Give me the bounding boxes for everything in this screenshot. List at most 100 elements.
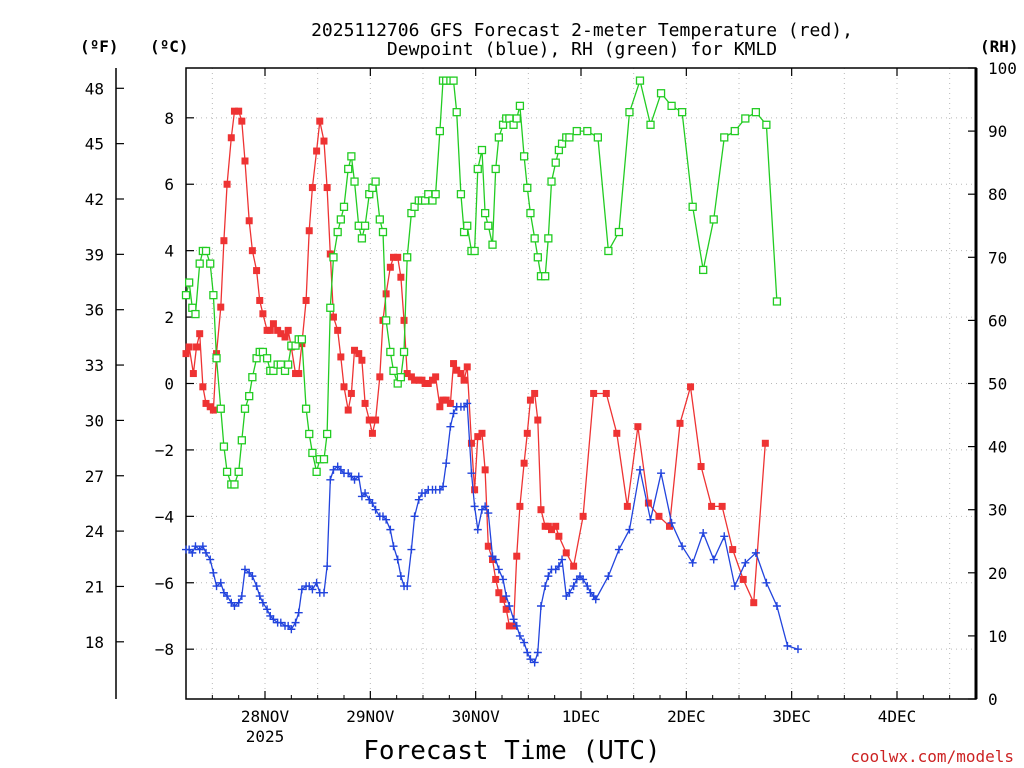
data-point: [189, 370, 197, 378]
data-point: [217, 303, 225, 311]
data-point: [411, 376, 419, 384]
data-point: [625, 525, 634, 534]
data-point: [371, 505, 380, 514]
fahrenheit-tick-label: 21: [85, 577, 104, 596]
data-point: [238, 117, 246, 125]
celsius-tick-label: −4: [155, 507, 174, 526]
data-point: [499, 595, 507, 603]
data-point: [403, 582, 412, 591]
fahrenheit-tick-label: 33: [85, 356, 104, 375]
data-point: [505, 622, 513, 630]
data-point: [512, 621, 521, 630]
data-point: [457, 370, 465, 378]
data-point: [530, 658, 539, 667]
data-point: [590, 389, 598, 397]
data-point: [635, 465, 644, 474]
data-point: [519, 152, 529, 161]
celsius-tick-label: 2: [164, 308, 174, 327]
data-point: [344, 164, 353, 174]
data-point: [750, 599, 758, 607]
data-point: [382, 290, 390, 298]
data-point: [463, 363, 471, 371]
data-point: [708, 502, 716, 510]
data-point: [558, 555, 567, 564]
x-axis-label: Forecast Time (UTC): [363, 736, 660, 766]
data-point: [263, 605, 272, 614]
data-point: [762, 120, 771, 129]
data-point: [258, 347, 268, 357]
data-point: [245, 217, 253, 225]
data-point: [376, 373, 384, 381]
data-point: [397, 273, 405, 281]
data-point: [202, 399, 210, 407]
data-point: [198, 542, 207, 551]
data-point: [259, 310, 267, 318]
data-point: [477, 145, 487, 155]
data-point: [357, 234, 367, 243]
data-point: [386, 525, 395, 534]
data-point: [386, 263, 394, 271]
data-point: [375, 215, 384, 224]
data-point: [389, 366, 398, 376]
rh-tick-label: 70: [988, 248, 1007, 267]
data-point: [281, 333, 289, 341]
data-point: [526, 396, 534, 404]
rh-tick-label: 30: [988, 501, 1007, 520]
data-point: [269, 615, 278, 624]
data-point: [240, 565, 249, 574]
data-point: [644, 499, 652, 507]
data-point: [534, 416, 542, 424]
data-point: [230, 480, 239, 489]
data-point: [678, 542, 687, 551]
data-point: [442, 396, 450, 404]
data-point: [365, 416, 373, 424]
data-point: [720, 133, 729, 142]
data-point: [322, 429, 332, 439]
data-point: [361, 399, 369, 407]
celsius-tick-label: 6: [164, 175, 174, 194]
data-point: [772, 602, 781, 611]
data-point: [656, 89, 666, 98]
data-point: [544, 572, 553, 581]
data-point: [783, 641, 792, 650]
data-point: [646, 120, 655, 129]
data-point: [699, 265, 708, 275]
data-point: [334, 326, 342, 334]
data-point: [329, 465, 338, 474]
data-point: [403, 370, 411, 378]
data-point: [222, 467, 232, 476]
data-point: [182, 350, 190, 358]
data-point: [219, 442, 229, 451]
data-point: [305, 429, 314, 439]
fahrenheit-tick-label: 39: [85, 245, 104, 264]
data-point: [308, 448, 317, 458]
data-point: [530, 234, 539, 243]
data-point: [494, 133, 503, 142]
data-point: [463, 221, 472, 230]
data-point: [655, 512, 663, 520]
data-point: [474, 433, 482, 441]
data-point: [400, 316, 408, 324]
data-point: [302, 296, 310, 304]
series-rh: [181, 76, 782, 489]
data-point: [488, 240, 497, 249]
x-tick-sublabel: 2025: [246, 727, 285, 746]
celsius-tick-label: 0: [164, 375, 174, 394]
data-point: [665, 522, 673, 530]
celsius-tick-label: 4: [164, 242, 174, 261]
data-point: [772, 297, 782, 306]
data-point: [467, 469, 476, 478]
data-point: [410, 512, 419, 521]
data-point: [687, 383, 695, 391]
data-point: [793, 645, 802, 654]
data-point: [199, 383, 207, 391]
data-point: [424, 380, 432, 387]
fahrenheit-tick-label: 30: [85, 411, 104, 430]
chart-title: 2025112706 GFS Forecast 2-meter Temperat…: [311, 20, 853, 41]
data-point: [297, 585, 306, 594]
data-point: [688, 202, 697, 211]
data-point: [240, 404, 250, 413]
fahrenheit-tick-label: 48: [85, 79, 104, 98]
data-point: [191, 542, 200, 551]
data-point: [234, 467, 243, 476]
